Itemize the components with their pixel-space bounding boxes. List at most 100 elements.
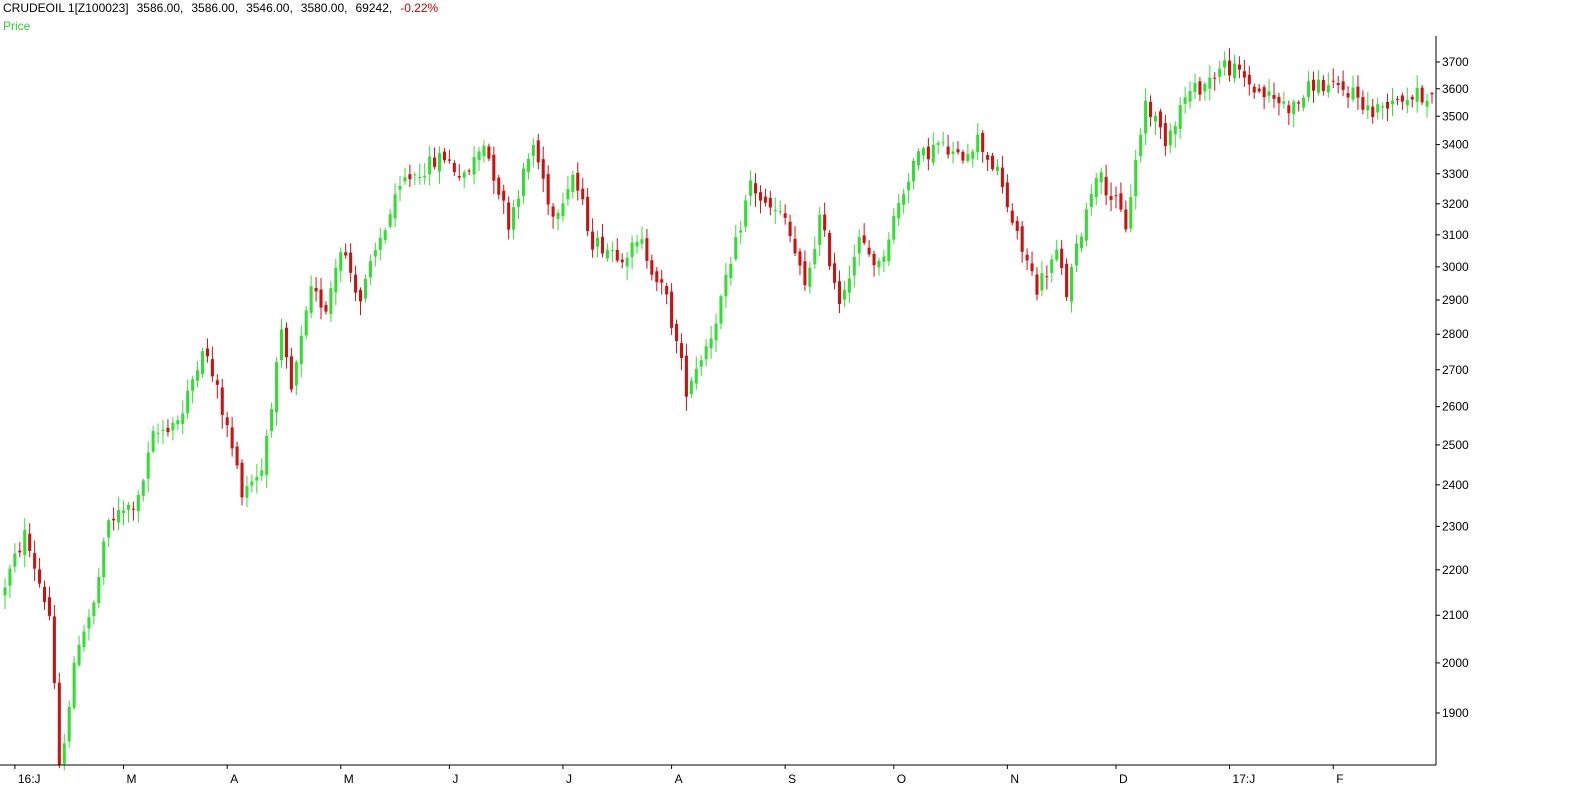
candle xyxy=(1149,95,1153,127)
candle xyxy=(1326,72,1330,98)
candle xyxy=(47,586,51,621)
candle-body xyxy=(1218,68,1222,77)
y-tick-label: 3000 xyxy=(1442,260,1469,274)
candle-body xyxy=(699,360,703,367)
candle xyxy=(1030,251,1034,276)
candle-body xyxy=(102,541,106,578)
candle-body xyxy=(615,249,619,261)
x-tick-label: J xyxy=(566,772,572,786)
candle xyxy=(670,283,674,335)
candle xyxy=(215,374,219,399)
high-value: 3586.00, xyxy=(191,1,239,15)
candle-body xyxy=(62,743,66,764)
candle-body xyxy=(991,155,995,169)
candle-body xyxy=(1055,249,1059,260)
candle-body xyxy=(368,261,372,278)
candle-body xyxy=(867,247,871,255)
candle-body xyxy=(1262,87,1266,98)
candle xyxy=(1045,265,1049,290)
candle-body xyxy=(1139,134,1143,157)
candle-body xyxy=(467,170,471,172)
candle-body xyxy=(47,597,51,616)
candle-body xyxy=(936,142,940,146)
candle-body xyxy=(1089,193,1093,207)
candle xyxy=(265,429,269,488)
x-tick-label: S xyxy=(788,772,796,786)
candle xyxy=(205,338,209,363)
candle-body xyxy=(181,413,185,424)
candle xyxy=(423,162,427,185)
candle xyxy=(615,238,619,263)
candle-body xyxy=(842,289,846,300)
candle-body xyxy=(196,370,200,381)
candle-body xyxy=(625,257,629,267)
candle xyxy=(941,131,945,147)
candle-body xyxy=(986,155,990,160)
candle-body xyxy=(442,151,446,161)
candle-body xyxy=(171,422,175,431)
candle-body xyxy=(151,430,155,452)
candle-body xyxy=(304,310,308,336)
candle-body xyxy=(176,420,180,425)
candle xyxy=(931,132,935,166)
candle-body xyxy=(1178,105,1182,129)
candle xyxy=(1390,88,1395,116)
candle xyxy=(1119,182,1123,213)
candle-body xyxy=(472,157,476,175)
candle xyxy=(512,199,516,240)
candle xyxy=(551,202,555,229)
candle xyxy=(1094,173,1098,206)
candle-body xyxy=(18,550,22,553)
candle-body xyxy=(235,446,239,466)
candle xyxy=(358,287,363,316)
candle xyxy=(768,190,772,216)
candle xyxy=(18,542,22,558)
candle-body xyxy=(265,435,269,475)
candle xyxy=(82,624,86,652)
candle-body xyxy=(1208,77,1212,89)
x-tick-label: A xyxy=(230,772,238,786)
candle xyxy=(571,170,575,199)
candle xyxy=(131,501,135,521)
candle-body xyxy=(674,324,679,341)
candle xyxy=(250,474,254,493)
y-tick-label: 3200 xyxy=(1442,197,1469,211)
candle-body xyxy=(591,231,595,250)
candle xyxy=(729,256,733,286)
candle xyxy=(255,464,259,494)
candle-body xyxy=(882,256,886,262)
candle xyxy=(1282,91,1286,109)
candle xyxy=(309,275,313,319)
candle-body xyxy=(956,149,960,153)
candle xyxy=(1065,258,1069,302)
candle xyxy=(1168,123,1172,154)
candle xyxy=(13,543,17,573)
candle xyxy=(1257,83,1261,94)
candle-body xyxy=(1390,100,1395,105)
candle xyxy=(329,280,333,322)
candle-body xyxy=(1386,102,1390,109)
y-tick-label: 3300 xyxy=(1442,167,1469,181)
candle xyxy=(1232,54,1237,83)
candle-body xyxy=(739,230,743,233)
candle-body xyxy=(299,335,303,365)
candle-body xyxy=(971,151,975,159)
candle xyxy=(981,130,985,163)
candle-body xyxy=(1420,87,1424,103)
candle-body xyxy=(433,157,437,167)
candle-body xyxy=(1065,263,1069,298)
y-tick-label: 2100 xyxy=(1442,608,1469,622)
candle-body xyxy=(877,260,881,268)
candle-body xyxy=(255,476,259,481)
candle xyxy=(363,274,367,303)
candle xyxy=(67,700,71,749)
candle xyxy=(1144,88,1148,146)
candle-body xyxy=(526,158,530,173)
candle xyxy=(546,165,550,216)
candle xyxy=(1089,184,1093,216)
candle xyxy=(591,218,595,258)
candle xyxy=(196,361,200,388)
candle-body xyxy=(502,190,506,201)
candle-body xyxy=(270,408,274,432)
